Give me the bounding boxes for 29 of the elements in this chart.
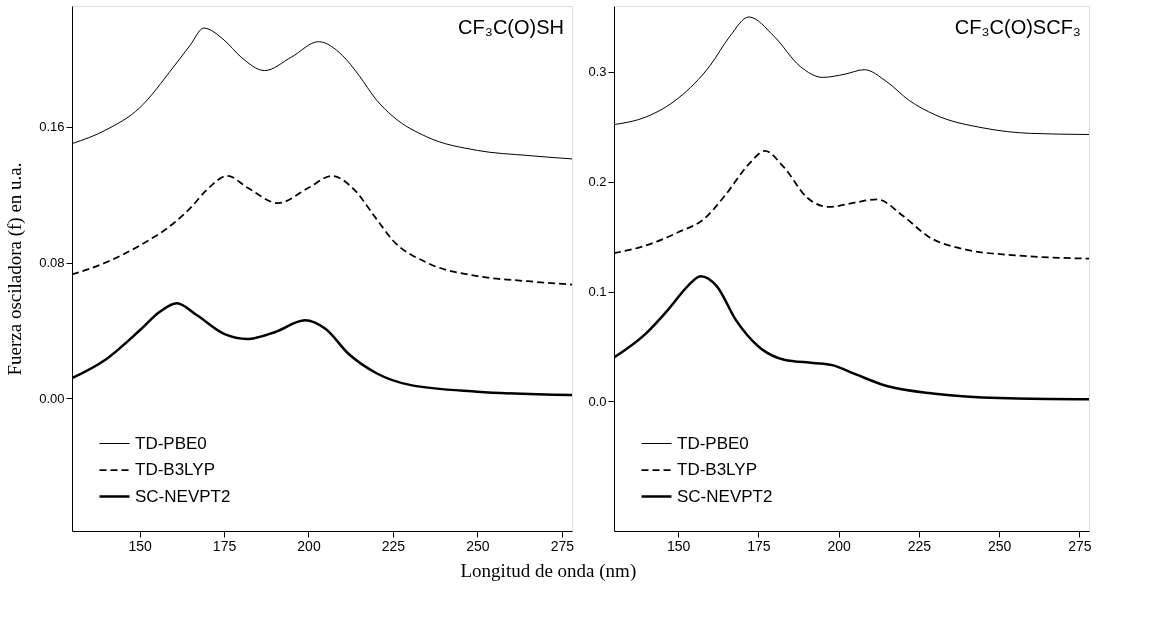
x-tick-label: 175 (212, 537, 237, 554)
legend-label: TD-B3LYP (135, 460, 215, 479)
x-tick-label: 225 (381, 537, 406, 554)
y-tick-label: 0.3 (588, 64, 607, 80)
annotation: CF₃C(O)SCF₃ (954, 16, 1081, 38)
legend-label: TD-PBE0 (677, 433, 749, 453)
x-axis-title: Longitud de onda (nm) (460, 559, 637, 582)
y-tick-label: 0.0 (588, 393, 607, 409)
legend-label: SC-NEVPT2 (677, 486, 773, 506)
y-tick-label: 0.16 (39, 119, 65, 135)
x-tick-label: 250 (466, 537, 490, 554)
y-tick-label: 0.2 (588, 174, 607, 190)
y-tick-label: 0.08 (39, 255, 65, 271)
x-tick-label: 250 (987, 537, 1012, 554)
x-tick-label: 200 (297, 537, 321, 554)
annotation: CF₃C(O)SH (458, 16, 564, 38)
legend-label: TD-B3LYP (677, 460, 757, 479)
y-axis-title: Fuerza osciladora (f) en u.a. (4, 162, 27, 376)
x-tick-label: 150 (128, 537, 152, 554)
x-tick-label: 150 (667, 537, 691, 554)
y-tick-label: 0.1 (588, 284, 607, 300)
x-tick-label: 275 (550, 537, 575, 554)
legend-label: TD-PBE0 (135, 433, 207, 453)
x-tick-label: 275 (1068, 537, 1092, 554)
y-tick-label: 0.00 (39, 390, 65, 406)
x-tick-label: 225 (907, 537, 932, 554)
x-tick-label: 200 (827, 537, 852, 554)
legend-label: SC-NEVPT2 (135, 486, 231, 506)
x-tick-label: 175 (747, 537, 771, 554)
